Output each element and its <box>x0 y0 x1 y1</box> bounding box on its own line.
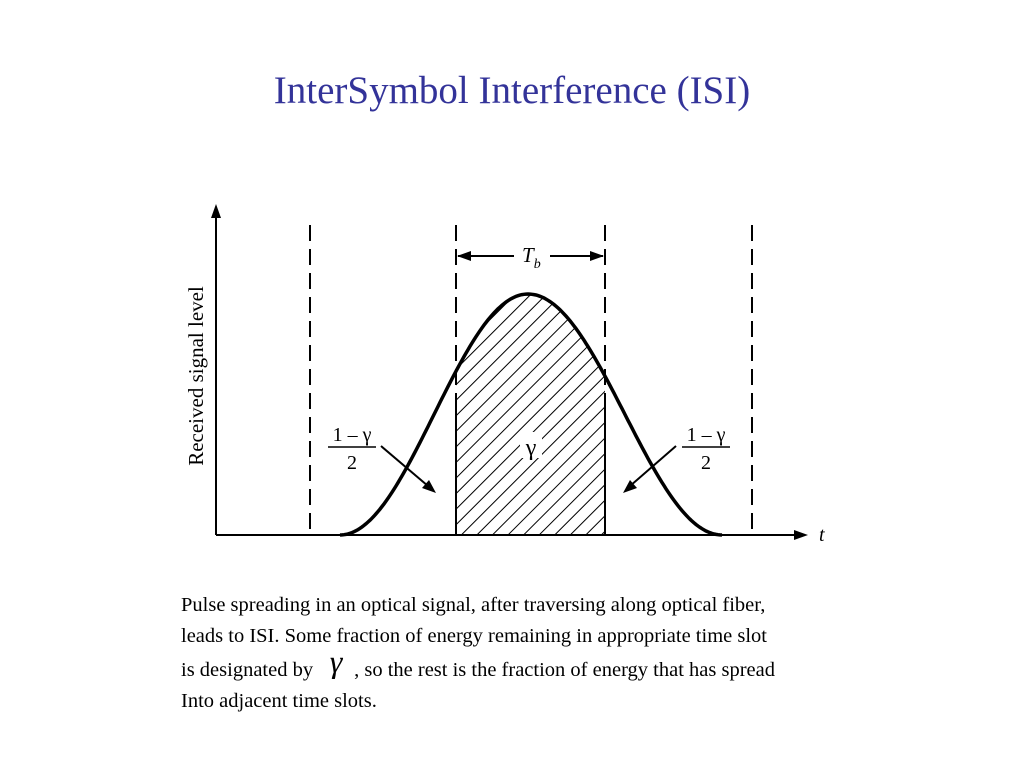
bit-period-arrowhead-left <box>457 251 471 261</box>
left-pointer-arrow <box>380 445 429 487</box>
bit-period-subscript: b <box>534 257 541 272</box>
in-slot-energy-area <box>456 294 605 535</box>
left-fraction-numerator: 1 – γ <box>333 424 372 446</box>
gamma-symbol: γ <box>329 643 343 679</box>
caption-line-3-end: , so the rest is the fraction of energy … <box>354 659 775 681</box>
caption-paragraph: Pulse spreading in an optical signal, af… <box>181 590 941 716</box>
x-axis-label: t <box>819 524 825 546</box>
left-pointer-arrowhead <box>422 480 436 493</box>
slide-title: InterSymbol Interference (ISI) <box>273 69 751 112</box>
x-axis-arrowhead <box>794 530 808 540</box>
bit-period-symbol: T <box>522 243 535 267</box>
bit-period-arrowhead-right <box>590 251 604 261</box>
bit-period-label: Tb <box>522 243 541 272</box>
right-pointer-arrow <box>629 445 677 487</box>
caption-line-3: is designated by γ , so the rest is the fr… <box>181 643 941 686</box>
center-gamma-label: γ <box>525 435 537 461</box>
right-fraction-numerator: 1 – γ <box>687 424 726 446</box>
caption-line-4: Into adjacent time slots. <box>181 689 377 712</box>
right-fraction-denominator: 2 <box>701 452 711 474</box>
caption-line-3-start: is designated by <box>181 659 314 681</box>
y-axis-arrowhead <box>211 204 221 218</box>
received-pulse-curve <box>339 292 723 537</box>
caption-line-2: leads to ISI. Some fraction of energy re… <box>181 624 767 647</box>
caption-line-1: Pulse spreading in an optical signal, af… <box>181 594 766 616</box>
y-axis-label: Received signal level <box>184 286 208 466</box>
right-pointer-arrowhead <box>623 480 637 493</box>
left-fraction-denominator: 2 <box>347 452 357 474</box>
center-label-background <box>520 432 542 458</box>
